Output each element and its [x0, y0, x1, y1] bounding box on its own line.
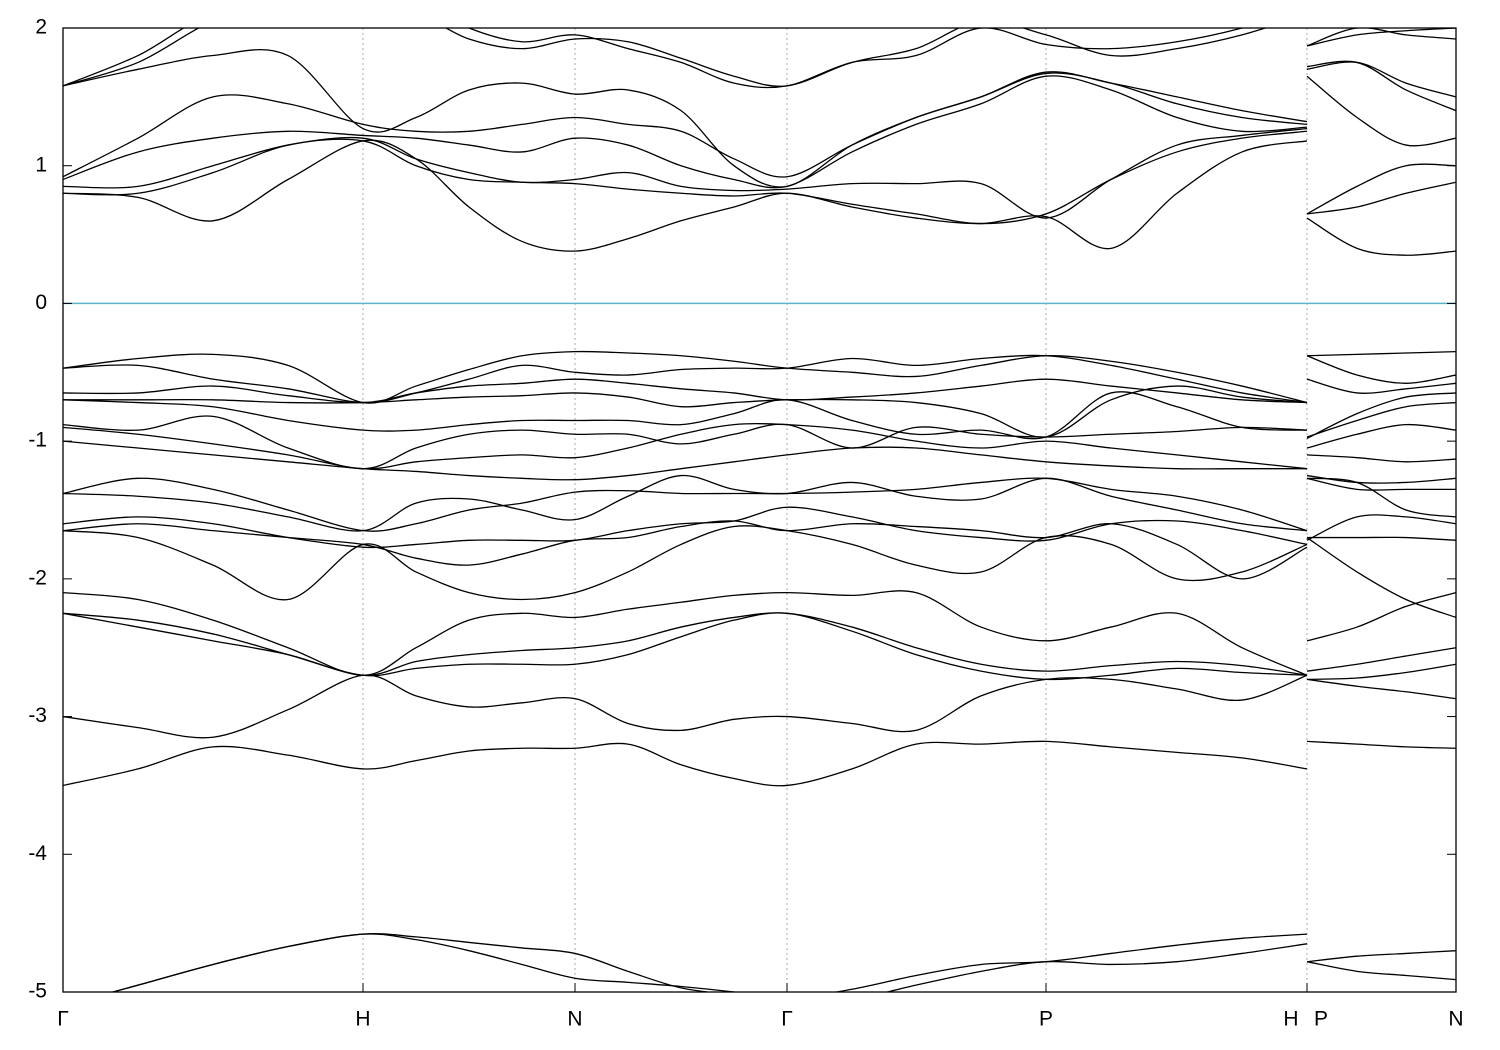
y-tick-label: 2: [35, 16, 47, 39]
band-line: [63, 75, 1308, 189]
y-tick-label: 0: [35, 291, 47, 314]
band-line: [63, 139, 1308, 252]
x-tick-label: P: [1039, 1008, 1053, 1031]
band-line: [1306, 378, 1456, 394]
x-tick-label: H: [355, 1008, 370, 1031]
band-line: [1306, 28, 1456, 47]
band-line: [63, 525, 1308, 601]
band-line: [1306, 217, 1456, 256]
band-line: [63, 130, 1308, 225]
band-line: [63, 520, 1308, 580]
y-tick-label: -1: [28, 429, 47, 452]
band-line: [63, 391, 1308, 440]
band-line: [1306, 28, 1456, 47]
band-line: [1306, 592, 1456, 642]
x-tick-label: N: [1448, 1008, 1463, 1031]
x-tick-label: N: [567, 1008, 582, 1031]
band-line: [1306, 678, 1456, 700]
band-line: [1306, 647, 1456, 672]
grid: [62, 28, 1457, 992]
band-line: [1306, 663, 1456, 681]
x-tick-label: Γ: [57, 1008, 69, 1031]
band-line: [63, 415, 1308, 470]
x-tick-label: H: [1283, 1008, 1298, 1031]
band-line: [1306, 75, 1456, 147]
plot-frame: [62, 27, 1457, 993]
band-line: [1306, 950, 1456, 963]
band-line: [63, 127, 1308, 219]
band-line: [1306, 514, 1456, 541]
band-line: [1306, 474, 1456, 484]
band-line: [1306, 961, 1456, 981]
y-tick-label: -4: [28, 842, 47, 865]
band-line: [1306, 61, 1456, 98]
band-line: [1306, 163, 1456, 215]
band-line: [63, 440, 1307, 481]
band-line: [1306, 392, 1456, 439]
band-line: [1306, 355, 1456, 384]
band-line: [63, 506, 1308, 549]
band-line: [1306, 401, 1456, 438]
band-line: [63, 674, 1308, 739]
band-line: [63, 423, 1308, 470]
band-line: [63, 385, 1308, 438]
y-tick-label: -5: [28, 980, 47, 1003]
band-line: [1306, 740, 1456, 749]
y-tick-label: -2: [28, 566, 47, 589]
band-line: [1306, 181, 1456, 215]
band-line: [63, 740, 1308, 787]
band-line: [63, 48, 1308, 188]
bands: [63, 28, 1456, 992]
band-line: [110, 933, 1308, 992]
x-tick-label: P: [1314, 1008, 1328, 1031]
y-tick-label: 1: [35, 153, 47, 176]
band-line: [63, 474, 1308, 532]
band-line: [1306, 350, 1456, 357]
band-line: [63, 350, 1308, 404]
band-line: [63, 590, 1308, 676]
band-line: [1306, 477, 1456, 491]
band-line: [63, 28, 1245, 89]
band-line: [1306, 537, 1456, 619]
band-line: [63, 72, 1308, 178]
band-line: [63, 354, 1308, 404]
x-tick-label: Γ: [781, 1008, 793, 1031]
y-tick-label: -3: [28, 704, 47, 727]
band-line: [1306, 423, 1456, 449]
band-line: [1306, 60, 1456, 112]
band-line: [63, 378, 1308, 404]
band-line: [63, 612, 1308, 681]
band-line: [1306, 536, 1456, 541]
band-line: [63, 477, 1308, 532]
band-line: [63, 28, 1268, 87]
band-line: [1306, 454, 1456, 463]
band-line: [110, 933, 1308, 992]
